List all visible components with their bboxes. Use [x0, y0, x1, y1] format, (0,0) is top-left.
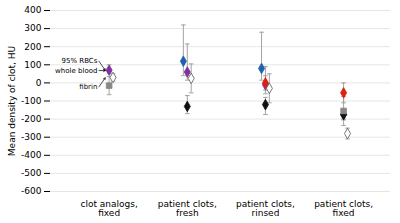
svg-text:400: 400 — [24, 5, 41, 15]
svg-text:patient clots,fresh: patient clots,fresh — [158, 199, 217, 218]
svg-text:-100: -100 — [21, 96, 42, 106]
svg-text:300: 300 — [24, 23, 41, 33]
svg-text:Mean density of clot, HU: Mean density of clot, HU — [7, 46, 17, 156]
svg-text:fibrin: fibrin — [79, 83, 97, 91]
svg-text:-200: -200 — [21, 114, 42, 124]
svg-text:-500: -500 — [21, 168, 42, 178]
svg-text:patient clots,rinsed: patient clots,rinsed — [236, 199, 295, 218]
svg-text:clot analogs,fixed: clot analogs,fixed — [80, 199, 137, 218]
svg-text:95% RBCs: 95% RBCs — [62, 57, 98, 65]
svg-text:whole blood: whole blood — [55, 67, 97, 75]
svg-text:-300: -300 — [21, 132, 42, 142]
svg-text:-600: -600 — [21, 186, 42, 196]
svg-text:-400: -400 — [21, 150, 42, 160]
svg-text:200: 200 — [24, 42, 41, 52]
svg-text:100: 100 — [24, 60, 41, 70]
svg-text:0: 0 — [36, 78, 42, 88]
svg-text:patient clots,fixed: patient clots,fixed — [314, 199, 373, 218]
